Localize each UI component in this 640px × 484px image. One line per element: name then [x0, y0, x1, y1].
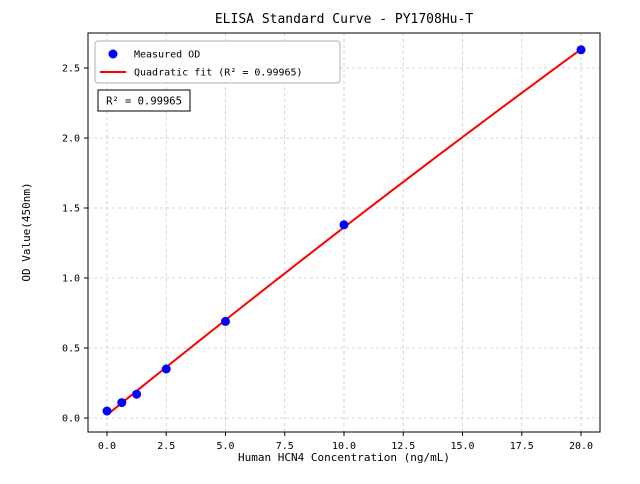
y-tick-label: 0.5	[62, 344, 80, 355]
r-squared-annotation-text: R² = 0.99965	[106, 96, 182, 108]
y-tick-label: 1.0	[62, 274, 80, 285]
y-tick-label: 1.5	[62, 204, 80, 215]
x-axis-label: Human HCN4 Concentration (ng/mL)	[238, 451, 450, 464]
y-tick-label: 2.5	[62, 64, 80, 75]
legend-box	[94, 40, 341, 84]
x-tick-label: 17.5	[510, 441, 534, 452]
legend-marker-measured-od	[108, 49, 118, 59]
y-axis-ticks: 0.0 0.5 1.0 1.5 2.0 2.5	[62, 64, 88, 425]
y-tick-label: 2.0	[62, 134, 80, 145]
x-tick-label: 10.0	[332, 441, 356, 452]
x-tick-label: 12.5	[391, 441, 415, 452]
y-axis-label: OD Value(450nm)	[20, 182, 33, 281]
x-tick-label: 20.0	[569, 441, 593, 452]
legend: Measured OD Quadratic fit (R² = 0.99965)	[94, 40, 341, 84]
data-point	[576, 45, 586, 55]
r-squared-annotation-box	[97, 89, 191, 112]
x-tick-label: 0.0	[98, 441, 116, 452]
x-tick-label: 5.0	[216, 441, 234, 452]
x-axis-ticks: 0.0 2.5 5.0 7.5 10.0 12.5 15.0 17.5 20.0	[98, 432, 593, 452]
x-tick-label: 15.0	[450, 441, 474, 452]
x-tick-label: 7.5	[276, 441, 294, 452]
data-point	[161, 364, 171, 374]
legend-label-measured-od: Measured OD	[134, 50, 200, 61]
y-tick-label: 0.0	[62, 414, 80, 425]
data-point	[102, 406, 112, 416]
data-point	[132, 389, 142, 399]
legend-label-quadratic-fit: Quadratic fit (R² = 0.99965)	[134, 68, 303, 79]
chart-title: ELISA Standard Curve - PY1708Hu-T	[215, 12, 473, 27]
r-squared-annotation: R² = 0.99965	[97, 89, 191, 112]
data-point	[220, 316, 230, 326]
x-tick-label: 2.5	[157, 441, 175, 452]
data-point	[117, 398, 127, 408]
data-series	[102, 45, 586, 416]
data-point	[339, 220, 349, 230]
